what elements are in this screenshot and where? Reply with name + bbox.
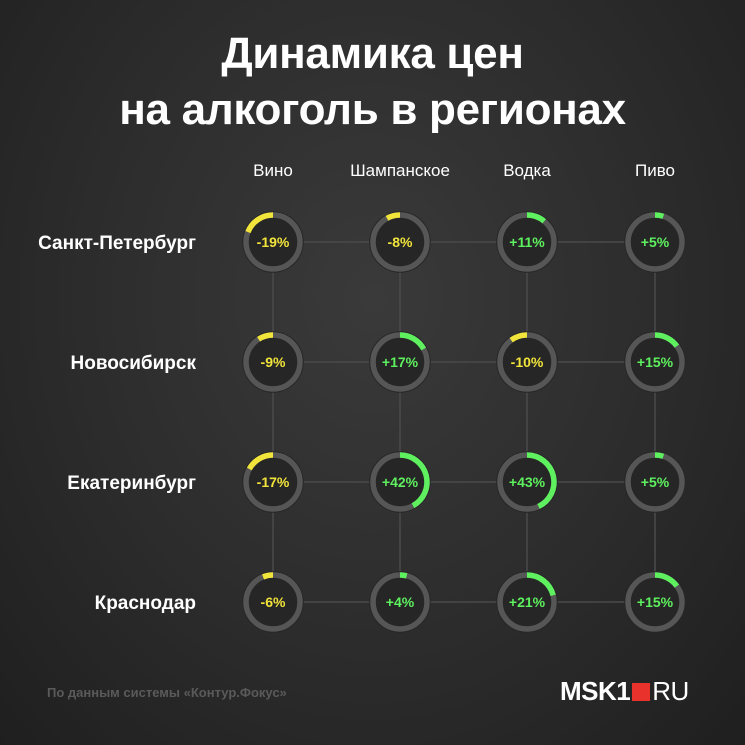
value-label: -9% [261, 354, 286, 370]
value-label: +5% [641, 234, 670, 250]
ring-arc [246, 452, 274, 471]
ring-bg [369, 211, 431, 273]
ring-bg [242, 211, 304, 273]
ring-bg [242, 331, 304, 393]
column-header: Пиво [635, 161, 675, 180]
ring-bg [369, 331, 431, 393]
ring-bg [369, 451, 431, 513]
value-label: +15% [637, 354, 674, 370]
ring-bg [496, 331, 558, 393]
title-line-1: Динамика цен [221, 29, 524, 78]
ring-arc [526, 452, 557, 509]
ring-arc [262, 572, 274, 580]
ring-bg [496, 451, 558, 513]
value-label: +5% [641, 474, 670, 490]
ring-arc [654, 452, 665, 459]
value-label: -6% [261, 594, 286, 610]
ring-bg [369, 571, 431, 633]
value-label: +21% [509, 594, 546, 610]
logo-red-square-icon [632, 682, 651, 701]
region-label: Новосибирск [71, 353, 197, 374]
ring-arc [654, 212, 665, 219]
ring-bg [496, 571, 558, 633]
ring-arc [526, 572, 556, 597]
ring-arc [399, 332, 427, 351]
ring-arc [257, 332, 274, 342]
ring-bg [624, 211, 686, 273]
value-label: +4% [386, 594, 415, 610]
chart-title: Динамика цен на алкоголь в регионах [0, 26, 745, 138]
value-label: -8% [388, 234, 413, 250]
ring-arc [399, 572, 408, 579]
value-label: +42% [382, 474, 419, 490]
ring-arc [526, 212, 546, 224]
region-label: Екатеринбург [67, 473, 196, 494]
column-header: Шампанское [350, 161, 450, 180]
ring-bg [496, 211, 558, 273]
ring-bg [624, 571, 686, 633]
ring-arc [385, 212, 401, 221]
value-label: +17% [382, 354, 419, 370]
value-label: +43% [509, 474, 546, 490]
value-label: -10% [511, 354, 544, 370]
value-label: -17% [257, 474, 290, 490]
region-label: Краснодар [95, 593, 196, 614]
ring-bg [242, 451, 304, 513]
ring-arc [509, 332, 528, 343]
msk1-logo: MSK1 RU [560, 676, 689, 707]
source-note: По данным системы «Контур.Фокус» [47, 685, 287, 700]
ring-arc [654, 572, 680, 588]
column-header: Вино [253, 161, 293, 180]
value-label: -19% [257, 234, 290, 250]
logo-ru: RU [652, 676, 689, 706]
ring-bg [242, 571, 304, 633]
ring-arc [245, 212, 274, 234]
column-header: Водка [503, 161, 551, 180]
ring-bg [624, 451, 686, 513]
ring-bg [624, 331, 686, 393]
ring-arc [399, 452, 430, 509]
logo-text: MSK1 [560, 676, 631, 706]
title-line-2: на алкоголь в регионах [119, 85, 626, 134]
value-label: +11% [509, 234, 545, 250]
ring-arc [654, 332, 680, 348]
region-label: Санкт-Петербург [38, 233, 196, 254]
value-label: +15% [637, 594, 674, 610]
